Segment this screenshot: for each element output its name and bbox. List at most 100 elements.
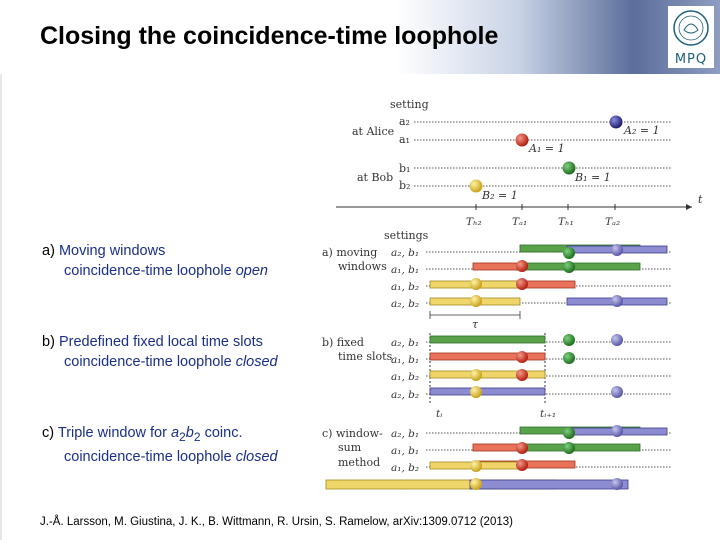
pair-label: a₁, b₂: [391, 281, 419, 293]
mpq-logo: MPQ: [668, 6, 714, 68]
b1-label: b₁: [399, 162, 410, 175]
item-triple-window: c) Triple window for a2b2 coinc. coincid…: [42, 423, 278, 467]
window-bar-red: [472, 262, 524, 271]
event-a1-label: A₁ = 1: [528, 142, 565, 155]
panel-c-label-2: sum: [338, 441, 362, 454]
event-dot: [563, 427, 575, 439]
item-moving-windows: a) Moving windows coincidence-time looph…: [42, 241, 268, 281]
item-marker: c): [42, 425, 55, 441]
logo-seal-icon: [673, 10, 709, 46]
event-dot: [563, 352, 575, 364]
pair-label: a₁, b₁: [391, 354, 419, 366]
item-heading-a-sub: 2: [179, 429, 186, 444]
event-b1: [562, 161, 576, 175]
item-heading-b: b: [185, 425, 194, 441]
slot-bar-red: [429, 352, 546, 361]
pair-label: a₂, b₁: [391, 247, 419, 259]
tick-ta2: Tₐ₂: [605, 216, 620, 228]
pair-label: a₂, b₁: [391, 337, 419, 349]
pair-label: a₂, b₂: [391, 389, 419, 401]
panel-b-label-2: time slots: [338, 350, 393, 363]
b2-label: b₂: [399, 179, 410, 192]
tick-tb2: Tₕ₂: [466, 216, 482, 228]
event-a2-label: A₂ = 1: [623, 124, 660, 137]
tau-label: τ: [472, 318, 479, 331]
item-heading: Moving windows: [58, 243, 166, 259]
pair-label: a₂, b₂: [391, 298, 419, 310]
item-emph: open: [235, 263, 268, 279]
event-dot: [611, 295, 623, 307]
item-fixed-slots: b) Predefined fixed local time slots coi…: [42, 332, 278, 372]
pair-label: a₁, b₂: [391, 371, 419, 383]
event-dot: [470, 369, 482, 381]
left-edge-line: [0, 0, 2, 540]
event-b2-label: B₂ = 1: [481, 189, 518, 202]
event-dot: [611, 478, 623, 490]
event-b2: [469, 179, 483, 193]
event-a2: [609, 115, 623, 129]
event-dot: [611, 386, 623, 398]
pair-label: a₁, b₁: [391, 445, 419, 457]
item-line: coincidence-time loophole: [64, 448, 236, 465]
item-heading-suffix: coinc.: [200, 425, 243, 441]
bob-label: at Bob: [357, 171, 393, 184]
sum-bar-purple-long: [469, 479, 629, 490]
event-dot: [516, 260, 528, 272]
sum-bar-green: [519, 443, 641, 452]
item-line: coincidence-time loophole: [64, 263, 236, 279]
item-emph: closed: [235, 448, 278, 465]
setting-header: setting: [390, 98, 429, 111]
pair-label: a₁, b₂: [391, 462, 419, 474]
event-dot: [563, 442, 575, 454]
panel-fixed-time-slots: b) fixed time slots a₂, b₁ a₁, b₁ a₁, b₂…: [322, 333, 672, 420]
event-dot: [611, 425, 623, 437]
slide-title: Closing the coincidence-time loophole: [40, 22, 499, 50]
event-a1: [515, 133, 529, 147]
slot-bar-purple: [429, 387, 546, 396]
logo-text: MPQ: [675, 52, 707, 67]
event-dot: [470, 295, 482, 307]
item-marker: b): [42, 334, 55, 350]
window-bar-green: [519, 262, 641, 271]
event-dot: [516, 459, 528, 471]
event-dot: [516, 369, 528, 381]
item-heading: Predefined fixed local time slots: [58, 334, 263, 350]
event-dot: [516, 351, 528, 363]
slot-bar-yellow: [429, 370, 546, 379]
event-dot: [611, 334, 623, 346]
time-axis-label: t: [698, 193, 703, 206]
panel-c-label-3: method: [338, 456, 380, 469]
item-line: coincidence-time loophole: [64, 354, 236, 370]
event-dot: [563, 261, 575, 273]
sum-bar-red: [472, 443, 524, 452]
panel-c-label-1: c) window-: [322, 427, 383, 440]
event-dot: [470, 278, 482, 290]
tick-tb1: Tₕ₁: [558, 216, 574, 228]
panel-moving-windows: a) moving windows a₂, b₁ a₁, b₁ a₁, b₂ a…: [322, 244, 672, 331]
item-heading-b-sub: 2: [193, 429, 201, 444]
slot-bar-green: [429, 335, 546, 344]
item-heading-prefix: Triple window for: [57, 425, 171, 441]
slot-label-ti: tᵢ: [436, 408, 442, 420]
item-marker: a): [42, 243, 55, 259]
top-timing-panel: setting at Alice at Bob a₂ a₁ b₁ b₂ t Tₕ…: [336, 98, 703, 228]
event-dot: [516, 278, 528, 290]
event-dot: [563, 334, 575, 346]
panel-b-label-1: b) fixed: [322, 336, 364, 349]
panel-a-label-1: a) moving: [322, 246, 377, 259]
pair-label: a₁, b₁: [391, 264, 419, 276]
settings-header: settings: [384, 229, 429, 242]
event-dot: [563, 247, 575, 259]
item-emph: closed: [235, 354, 278, 370]
panel-window-sum: c) window- sum method a₂, b₁ a₁, b₁ a₁, …: [322, 425, 672, 491]
alice-label: at Alice: [352, 125, 394, 138]
slot-label-ti1: tᵢ₊₁: [540, 408, 556, 420]
a2-label: a₂: [399, 115, 410, 128]
panel-a-label-2: windows: [338, 260, 387, 273]
event-dot: [611, 244, 623, 256]
event-dot: [470, 386, 482, 398]
event-dot: [470, 460, 482, 472]
time-axis-arrow-icon: [686, 204, 692, 210]
item-heading-a: a: [170, 425, 180, 441]
